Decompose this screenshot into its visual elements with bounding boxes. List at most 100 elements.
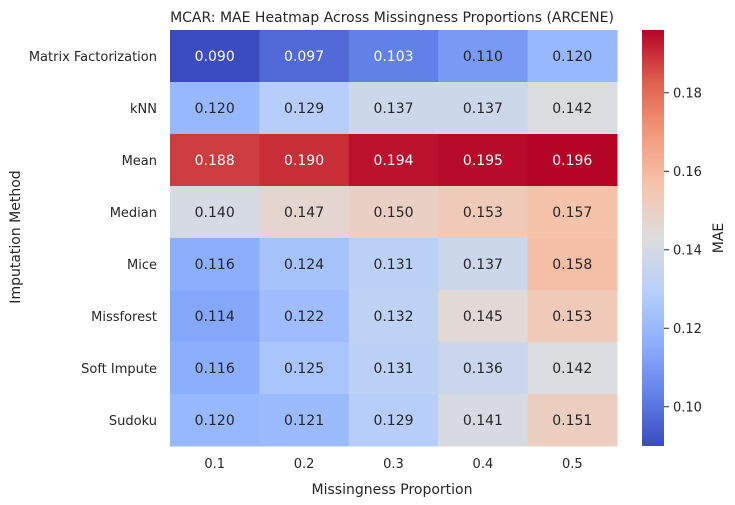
cell-value-label: 0.125 [284, 361, 324, 377]
cell-value-label: 0.131 [373, 361, 413, 377]
heatmap-cell [527, 134, 618, 187]
heatmap-cell [259, 134, 350, 187]
colorbar-tick-label: 0.12 [673, 322, 702, 337]
heatmap-cell [348, 82, 439, 135]
cell-value-label: 0.153 [463, 205, 503, 221]
heatmap-cell [348, 134, 439, 187]
colorbar-tick-label: 0.14 [673, 243, 702, 258]
heatmap-cell [438, 394, 529, 447]
heatmap-cell [348, 186, 439, 239]
cell-value-label: 0.132 [373, 309, 413, 325]
colorbar-tick-label: 0.18 [673, 86, 702, 101]
heatmap-cell [259, 238, 350, 291]
cell-value-label: 0.137 [463, 101, 503, 117]
x-axis-ticks: 0.1 0.2 0.3 0.4 0.5 [204, 457, 582, 472]
heatmap-cell [170, 82, 260, 135]
heatmap-cell [170, 186, 260, 239]
heatmap-cell [438, 238, 529, 291]
cell-value-label: 0.137 [463, 257, 503, 273]
cell-value-label: 0.142 [552, 101, 592, 117]
heatmap-cell [438, 290, 529, 343]
cell-value-label: 0.140 [195, 205, 235, 221]
heatmap-cell [438, 186, 529, 239]
cell-value-label: 0.131 [373, 257, 413, 273]
heatmap-cell [170, 134, 260, 187]
heatmap-cell [438, 30, 529, 83]
y-tick-label: Sudoku [109, 414, 157, 429]
cell-value-label: 0.157 [552, 205, 592, 221]
x-axis-label: Missingness Proportion [312, 482, 473, 498]
cell-value-label: 0.145 [463, 309, 503, 325]
cell-value-label: 0.195 [463, 153, 503, 169]
cell-value-label: 0.194 [373, 153, 413, 169]
y-tick-label: Mean [122, 154, 157, 169]
heatmap-cell [527, 82, 618, 135]
cell-value-label: 0.196 [552, 153, 592, 169]
y-axis-label: Imputation Method [8, 170, 24, 303]
heatmap-cell [170, 238, 260, 291]
heatmap-cell [170, 30, 260, 83]
heatmap-cell [527, 394, 618, 447]
x-tick-label: 0.1 [204, 457, 225, 472]
heatmap-cell [348, 394, 439, 447]
cell-value-label: 0.151 [552, 413, 592, 429]
colorbar-tick-label: 0.16 [673, 165, 702, 180]
y-tick-label: Mice [127, 258, 157, 273]
cell-value-label: 0.153 [552, 309, 592, 325]
heatmap-cell [259, 82, 350, 135]
cell-value-label: 0.114 [195, 309, 235, 325]
heatmap-cell [348, 342, 439, 395]
y-tick-label: Median [110, 206, 157, 221]
cell-value-label: 0.116 [195, 361, 235, 377]
cell-value-label: 0.116 [195, 257, 235, 273]
chart-title: MCAR: MAE Heatmap Across Missingness Pro… [170, 10, 614, 26]
y-tick-label: Missforest [91, 310, 157, 325]
cell-value-label: 0.121 [284, 413, 324, 429]
cell-value-label: 0.190 [284, 153, 324, 169]
heatmap-cell [259, 186, 350, 239]
heatmap-cell [527, 30, 618, 83]
heatmap-cells: 0.090 0.097 0.103 0.110 0.120 0.120 0.129 0.137… [170, 30, 618, 447]
y-axis-ticks: Matrix Factorization kNN Mean Median Mice Mis… [29, 50, 157, 429]
cell-value-label: 0.122 [284, 309, 324, 325]
y-tick-label: kNN [130, 102, 157, 117]
cell-value-label: 0.120 [195, 413, 235, 429]
cell-value-label: 0.141 [463, 413, 503, 429]
cell-value-label: 0.147 [284, 205, 324, 221]
x-tick-label: 0.4 [473, 457, 494, 472]
cell-value-label: 0.136 [463, 361, 503, 377]
cell-value-label: 0.137 [373, 101, 413, 117]
heatmap-cell [259, 394, 350, 447]
heatmap-cell [438, 342, 529, 395]
colorbar [642, 30, 664, 446]
cell-value-label: 0.142 [552, 361, 592, 377]
x-tick-label: 0.5 [562, 457, 583, 472]
cell-value-label: 0.158 [552, 257, 592, 273]
heatmap-cell [259, 342, 350, 395]
colorbar-ticks: 0.10 0.12 0.14 0.16 0.18 [664, 86, 702, 415]
cell-value-label: 0.097 [284, 49, 324, 65]
cell-value-label: 0.129 [284, 101, 324, 117]
heatmap-cell [348, 30, 439, 83]
heatmap-cell [527, 186, 618, 239]
heatmap-cell [259, 30, 350, 83]
heatmap-cell [170, 290, 260, 343]
cell-value-label: 0.150 [373, 205, 413, 221]
heatmap-cell [527, 238, 618, 291]
heatmap-cell [259, 290, 350, 343]
x-tick-label: 0.3 [383, 457, 404, 472]
heatmap-cell [438, 82, 529, 135]
x-tick-label: 0.2 [294, 457, 315, 472]
y-tick-label: Soft Impute [81, 362, 157, 377]
heatmap-cell [438, 134, 529, 187]
heatmap-cell [527, 342, 618, 395]
cell-value-label: 0.124 [284, 257, 324, 273]
cell-value-label: 0.129 [373, 413, 413, 429]
y-tick-label: Matrix Factorization [29, 50, 157, 65]
heatmap-cell [170, 342, 260, 395]
heatmap-cell [348, 238, 439, 291]
heatmap-cell [348, 290, 439, 343]
heatmap-cell [170, 394, 260, 447]
cell-value-label: 0.103 [373, 49, 413, 65]
